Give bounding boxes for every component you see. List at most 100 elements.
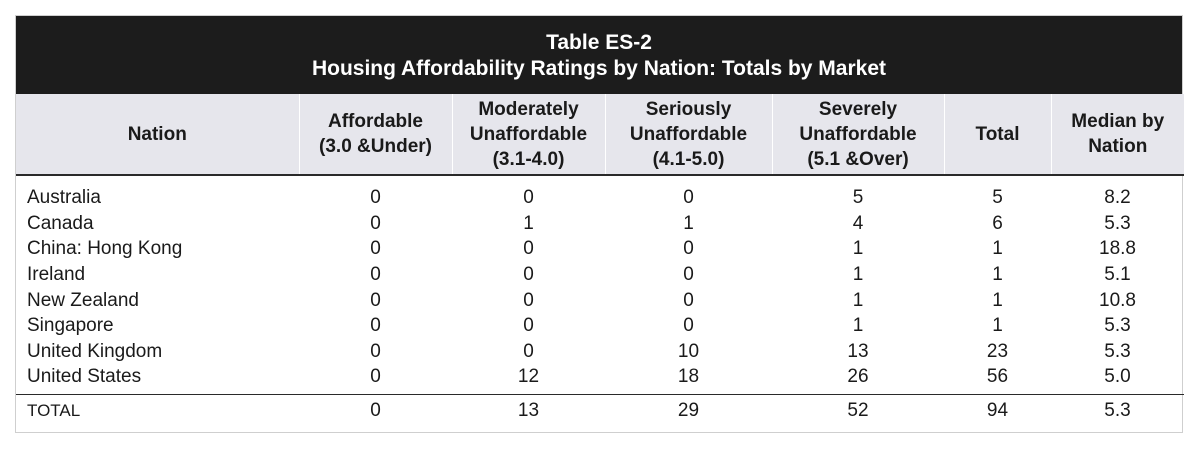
total-median: 5.3 (1051, 393, 1184, 427)
moderately-cell: 0 (523, 289, 534, 311)
affordable-cell: 0 (370, 340, 381, 362)
median-cell: 5.3 (1104, 315, 1131, 337)
median-cell: 8.2 (1104, 187, 1131, 209)
table-row: Canada 0 1 1 4 6 5.3 (16, 211, 1184, 237)
header-total-line: Total (975, 123, 1020, 145)
total-cell: 1 (992, 315, 1003, 337)
total-cell: 56 (986, 366, 1009, 388)
header-nation: Nation (16, 94, 299, 176)
severely-cell: 1 (852, 238, 864, 260)
affordable-cell: 0 (370, 264, 381, 286)
total-cell: 23 (986, 340, 1009, 362)
affordability-table: Nation Affordable (3.0 &Under) Moderatel… (16, 94, 1184, 427)
total-cell: 1 (992, 238, 1003, 260)
total-row: TOTAL 0 13 29 52 94 5.3 (16, 393, 1184, 427)
total-cell: 5 (992, 187, 1003, 209)
moderately-cell: 0 (523, 264, 534, 286)
total-affordable: 0 (299, 393, 452, 427)
nation-cell: United States (27, 366, 142, 388)
nation-cell: Ireland (27, 264, 86, 286)
nation-cell: Canada (27, 212, 94, 234)
total-label: TOTAL (16, 393, 299, 427)
nation-cell: United Kingdom (27, 340, 163, 362)
moderately-cell: 0 (523, 340, 534, 362)
header-affordable: Affordable (3.0 &Under) (298, 94, 452, 176)
total-cell: 1 (992, 289, 1003, 311)
seriously-cell: 0 (683, 264, 694, 286)
table-caption: Housing Affordability Ratings by Nation:… (311, 57, 887, 80)
seriously-cell: 10 (677, 340, 700, 362)
header-moderately-unaffordable: Moderately Unaffordable (3.1-4.0) (451, 94, 605, 176)
affordable-cell: 0 (370, 366, 381, 388)
severely-cell: 1 (852, 289, 864, 311)
nation-cell: China: Hong Kong (27, 238, 183, 260)
severely-cell: 5 (852, 187, 864, 209)
table-row: Singapore 0 0 0 1 1 5.3 (16, 313, 1184, 339)
table-row: New Zealand 0 0 0 1 1 10.8 (16, 287, 1184, 313)
header-severely-line: Severely (818, 98, 898, 120)
header-seriously-line2: Unaffordable (629, 123, 748, 145)
header-seriously-range: (4.1-5.0) (652, 148, 725, 170)
seriously-cell: 18 (677, 366, 700, 388)
header-seriously-unaffordable: Seriously Unaffordable (4.1-5.0) (604, 94, 772, 176)
median-cell: 5.0 (1104, 366, 1131, 388)
total-cell: 6 (992, 212, 1003, 234)
header-row: Nation Affordable (3.0 &Under) Moderatel… (16, 94, 1184, 176)
moderately-cell: 0 (523, 238, 534, 260)
moderately-cell: 0 (523, 315, 534, 337)
median-cell: 5.3 (1104, 212, 1131, 234)
median-cell: 5.3 (1104, 340, 1131, 362)
affordable-cell: 0 (370, 315, 381, 337)
header-affordable-line: Affordable (328, 111, 423, 132)
moderately-cell: 0 (523, 187, 534, 209)
table-frame: Table ES-2 Housing Affordability Ratings… (15, 15, 1184, 433)
table-number: Table ES-2 (546, 31, 652, 54)
table-title: Table ES-2 Housing Affordability Ratings… (16, 16, 1182, 94)
header-moderately-line2: Unaffordable (469, 123, 588, 145)
header-median: Median by Nation (1050, 94, 1184, 176)
median-cell: 10.8 (1099, 289, 1136, 311)
spacer-cell (16, 175, 1184, 185)
median-cell: 18.8 (1099, 238, 1136, 260)
spacer-row (16, 175, 1184, 185)
moderately-cell: 1 (523, 212, 534, 234)
table-row: Australia 0 0 0 5 5 8.2 (16, 185, 1184, 211)
median-cell: 5.1 (1104, 264, 1131, 286)
seriously-cell: 0 (683, 315, 694, 337)
severely-cell: 1 (852, 315, 864, 337)
severely-cell: 4 (852, 212, 864, 234)
total-severely: 52 (772, 393, 944, 427)
seriously-cell: 1 (683, 212, 694, 234)
total-seriously: 29 (605, 393, 772, 427)
seriously-cell: 0 (683, 289, 694, 311)
table-row: China: Hong Kong 0 0 0 1 1 18.8 (16, 236, 1184, 262)
header-total: Total (943, 94, 1051, 176)
total-total: 94 (944, 393, 1051, 427)
table-row: United Kingdom 0 0 10 13 23 5.3 (16, 339, 1184, 365)
nation-cell: Singapore (27, 315, 114, 337)
total-moderately: 13 (452, 393, 605, 427)
affordable-cell: 0 (370, 289, 381, 311)
affordable-cell: 0 (370, 187, 381, 209)
header-median-line2: Nation (1088, 136, 1148, 157)
affordable-cell: 0 (370, 212, 381, 234)
affordable-cell: 0 (370, 238, 381, 260)
header-seriously-line: Seriously (645, 98, 732, 120)
severely-cell: 26 (847, 366, 869, 388)
total-cell: 1 (992, 264, 1003, 286)
seriously-cell: 0 (683, 187, 694, 209)
header-nation-line: Nation (127, 123, 187, 145)
nation-cell: New Zealand (27, 289, 139, 311)
table-row: United States 0 12 18 26 56 5.0 (16, 364, 1184, 394)
table-row: Ireland 0 0 0 1 1 5.1 (16, 262, 1184, 288)
header-severely-range: (5.1 &Over) (807, 148, 909, 170)
header-severely-unaffordable: Severely Unaffordable (5.1 &Over) (771, 94, 944, 176)
severely-cell: 1 (852, 264, 864, 286)
header-moderately-range: (3.1-4.0) (492, 148, 565, 170)
header-moderately-line: Moderately (478, 98, 579, 120)
severely-cell: 13 (847, 340, 869, 362)
header-median-line: Median by (1071, 111, 1165, 132)
header-severely-line2: Unaffordable (799, 123, 917, 145)
moderately-cell: 12 (517, 366, 540, 388)
header-affordable-range: (3.0 &Under) (319, 136, 432, 157)
